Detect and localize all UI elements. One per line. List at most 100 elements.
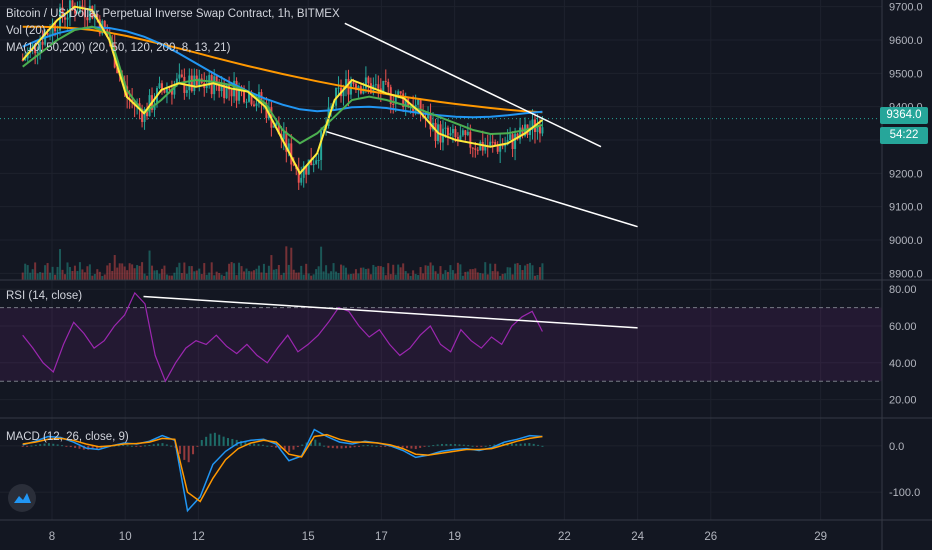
volume-bar <box>190 266 193 280</box>
vol-legend[interactable]: Vol (20) <box>6 25 46 37</box>
candle-body <box>46 33 49 35</box>
candle-body <box>427 114 430 119</box>
volume-bar <box>126 270 129 280</box>
candle-body <box>307 159 310 175</box>
candle-body <box>215 76 218 86</box>
candle-body <box>496 145 499 152</box>
candle-body <box>412 106 415 113</box>
macd-histogram-bar <box>152 444 155 446</box>
volume-bar <box>330 271 333 280</box>
volume-bar <box>414 273 417 280</box>
candle-body <box>305 165 308 175</box>
price-trendline <box>344 22 602 148</box>
candle-body <box>153 103 156 110</box>
volume-bar <box>357 273 360 280</box>
volume-bar <box>180 273 183 280</box>
candle-body <box>41 41 44 45</box>
candle-body <box>103 21 106 30</box>
rsi-legend[interactable]: RSI (14, close) <box>6 290 83 302</box>
candle-body <box>36 51 39 54</box>
macd-histogram-bar <box>537 444 540 446</box>
macd-histogram-bar <box>135 445 138 447</box>
volume-bar <box>243 271 246 280</box>
volume-bar <box>248 271 251 280</box>
volume-bar <box>163 265 166 280</box>
candle-body <box>243 88 246 103</box>
candle-body <box>397 91 400 97</box>
volume-bar <box>340 264 343 280</box>
macd-histogram-bar <box>130 445 133 447</box>
volume-bar <box>91 275 94 280</box>
candle-body <box>320 130 323 160</box>
volume-bar <box>481 273 484 280</box>
tradingview-logo-icon[interactable] <box>8 484 36 512</box>
rsi-trendline <box>143 295 638 329</box>
macd-histogram-bar <box>52 443 55 446</box>
candle-body <box>434 122 437 141</box>
candle-body <box>501 144 504 147</box>
macd-histogram-bar <box>39 444 42 446</box>
candle-timer-badge: 54:22 <box>880 127 928 144</box>
volume-bar <box>409 275 412 280</box>
volume-bar <box>337 273 340 280</box>
volume-bar <box>78 262 81 280</box>
candle-body <box>223 83 226 99</box>
volume-bar <box>39 272 42 280</box>
ma-legend[interactable]: MA(10, 50,200) (20, 50, 120, 200, 8, 13,… <box>6 42 231 54</box>
rsi-line <box>22 291 543 383</box>
volume-bar <box>496 271 499 280</box>
volume-bar <box>267 265 270 280</box>
volume-bar <box>394 274 397 280</box>
volume-bar <box>233 263 236 280</box>
volume-bar <box>250 271 253 280</box>
volume-bar <box>372 264 375 280</box>
macd-histogram-bar <box>414 445 417 450</box>
macd-histogram-bar <box>331 445 334 449</box>
volume-bar <box>290 247 293 280</box>
macd-histogram-bar <box>187 445 190 463</box>
chart-title[interactable]: Bitcoin / US Dollar Perpetual Inverse Sw… <box>6 8 340 20</box>
candle-body <box>168 88 171 90</box>
macd-histogram-bar <box>65 445 68 447</box>
candle-body <box>499 144 502 152</box>
volume-bar <box>521 270 524 280</box>
candle-body <box>529 130 532 136</box>
candle-body <box>484 146 487 151</box>
candle-body <box>287 143 290 152</box>
macd-histogram-bar <box>510 443 513 446</box>
macd-histogram-bar <box>445 443 448 446</box>
volume-bar <box>444 270 447 280</box>
volume-bar <box>240 266 243 280</box>
candle-body <box>417 99 420 105</box>
volume-bar <box>26 265 29 280</box>
macd-histogram-bar <box>213 432 216 446</box>
candle-body <box>536 124 539 133</box>
volume-bar <box>265 272 268 280</box>
macd-histogram-bar <box>69 445 72 448</box>
volume-bar <box>101 275 104 280</box>
volume-bar <box>116 267 119 280</box>
macd-histogram-bar <box>349 445 352 448</box>
volume-bar <box>454 273 457 280</box>
macd-histogram-bar <box>419 445 422 448</box>
volume-bar <box>103 274 106 280</box>
price-trendline <box>326 130 638 228</box>
trendlines[interactable] <box>143 22 638 329</box>
volume-bar <box>131 264 134 280</box>
candle-body <box>73 7 76 14</box>
macd-histogram-bar <box>74 445 77 448</box>
candle-body <box>367 77 370 84</box>
volume-bar <box>499 275 502 280</box>
volume-bar <box>429 262 432 280</box>
macd-histogram-bar <box>358 445 361 447</box>
volume-bar <box>509 267 512 280</box>
macd-histogram-bar <box>34 444 37 446</box>
macd-histogram-bar <box>192 445 195 455</box>
y-tick-label: 9700.0 <box>889 2 923 14</box>
volume-bar <box>424 265 427 280</box>
x-tick-label: 10 <box>119 531 132 543</box>
volume-bar <box>317 266 320 280</box>
macd-histogram-bar <box>117 445 120 447</box>
macd-legend[interactable]: MACD (12, 26, close, 9) <box>6 431 129 443</box>
